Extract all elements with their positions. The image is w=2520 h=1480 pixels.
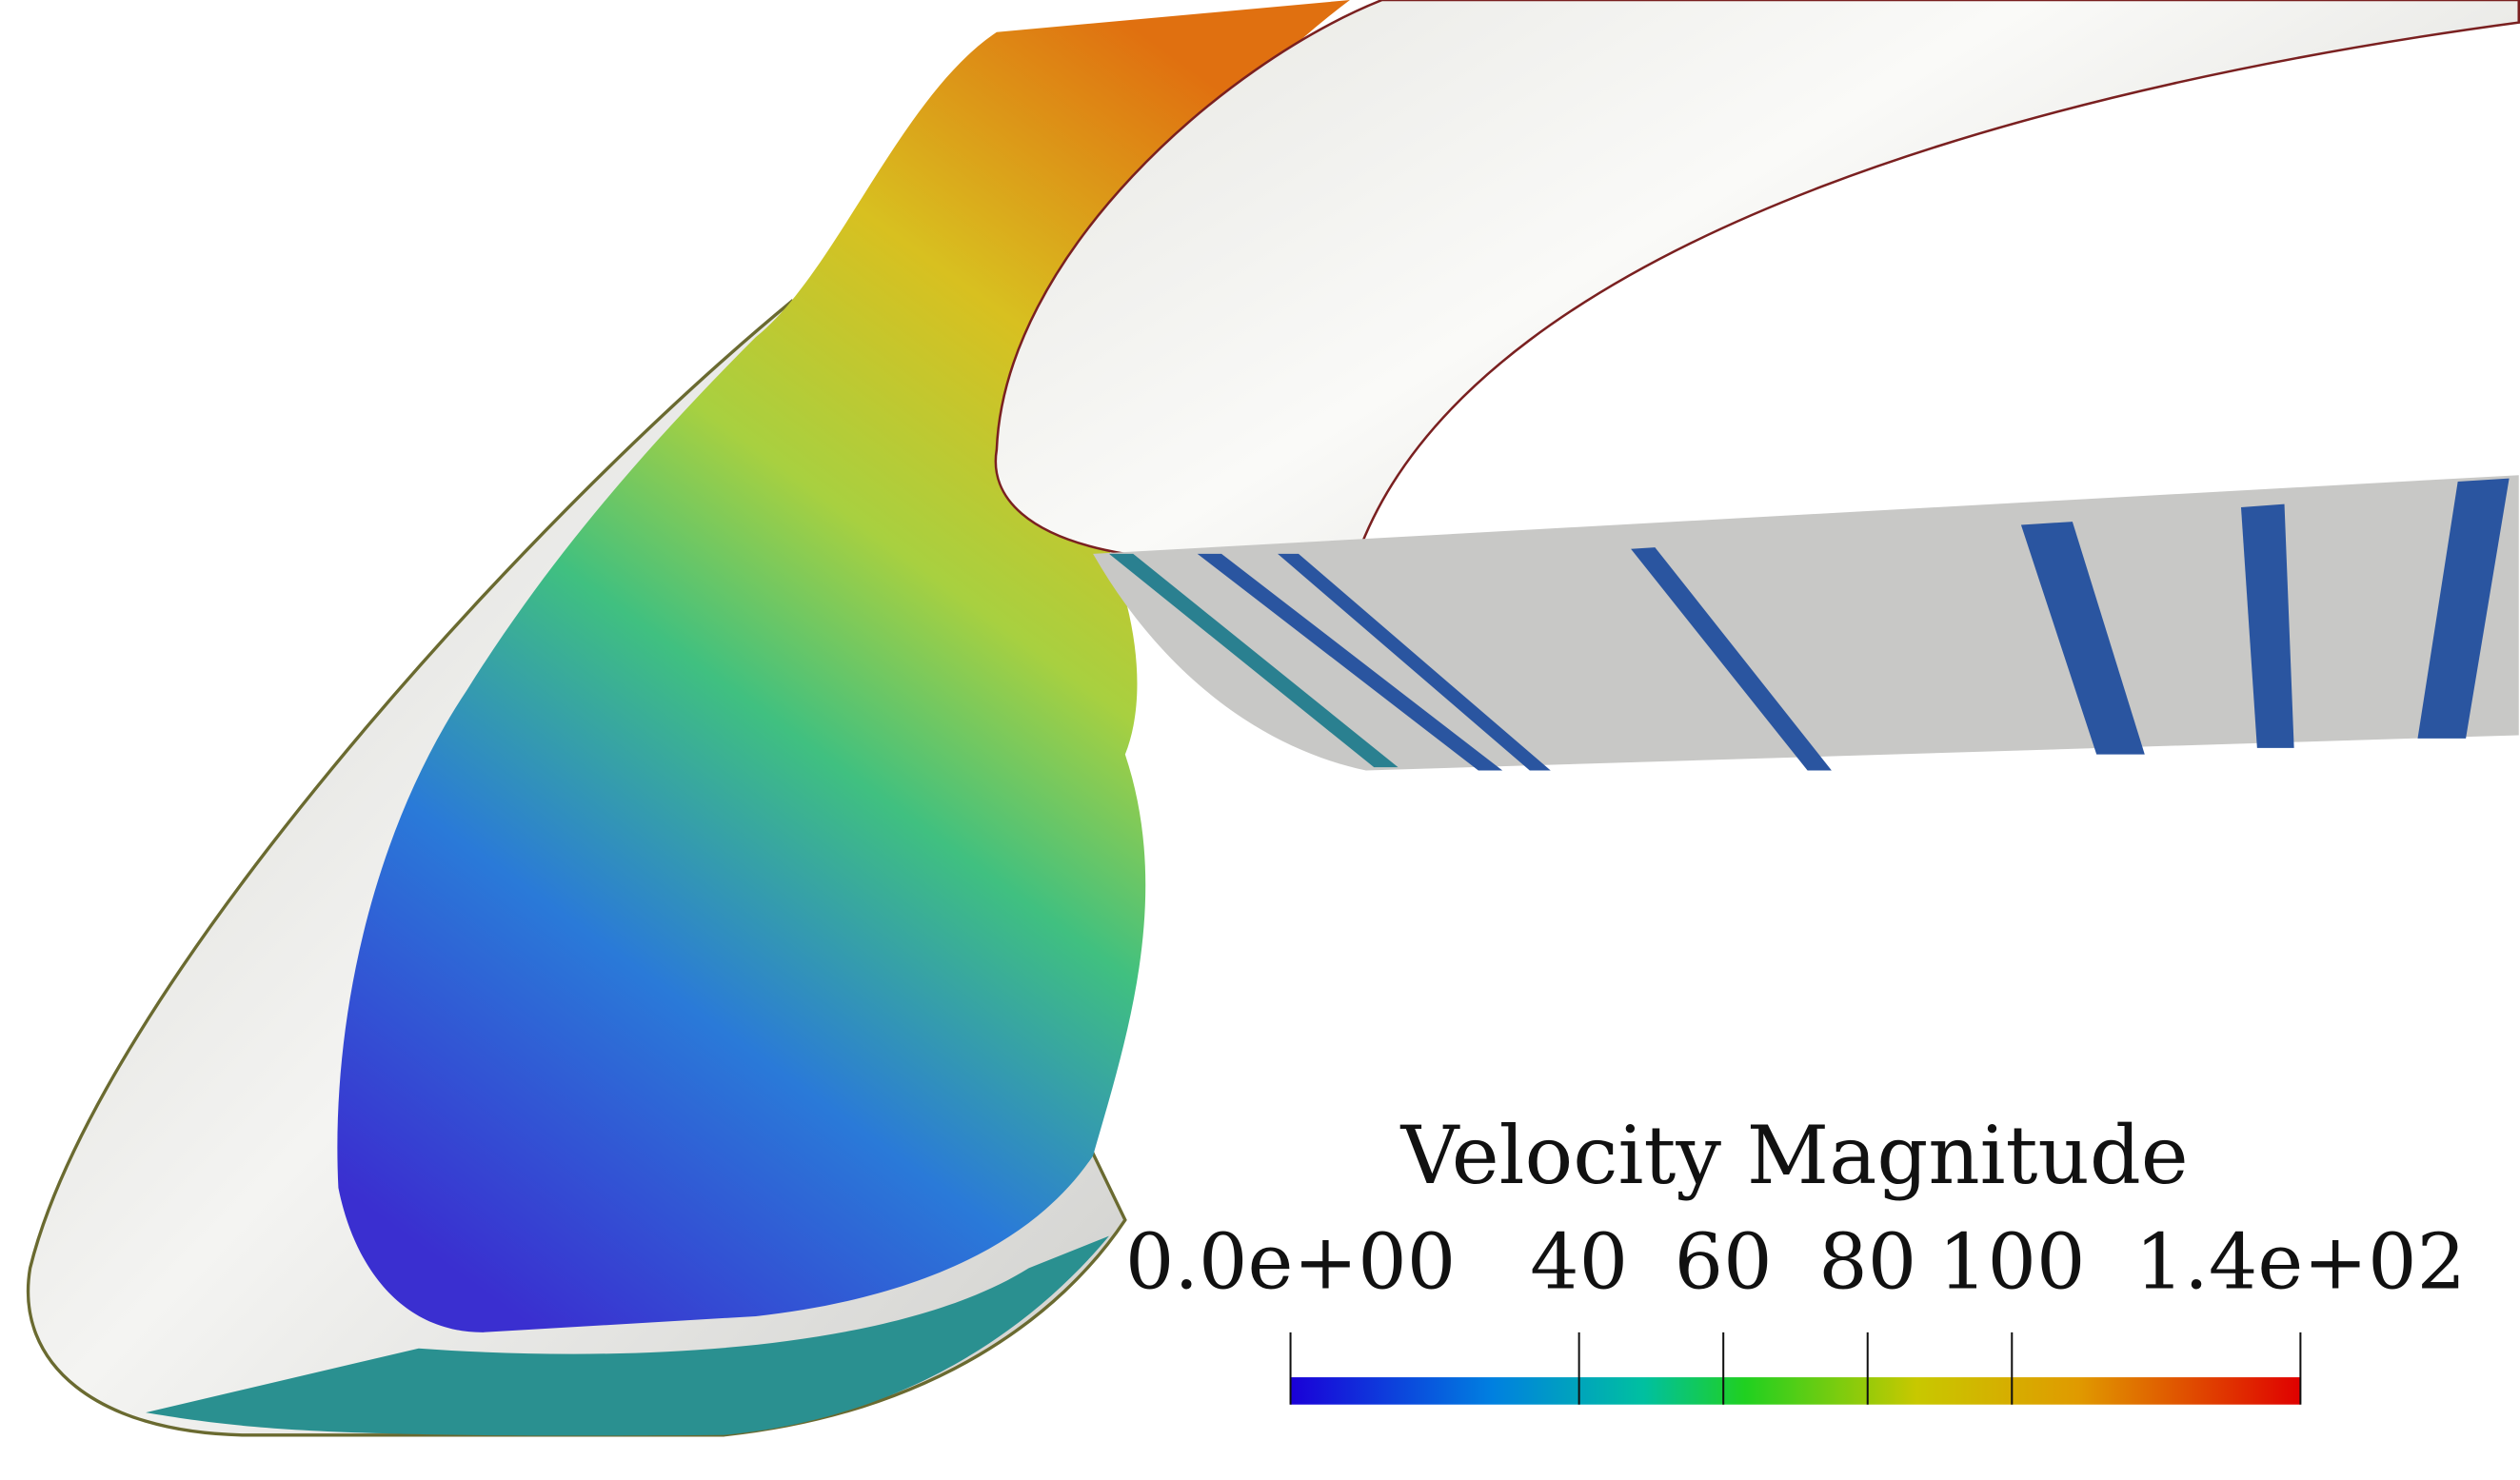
nacelle-base bbox=[146, 1235, 1109, 1436]
colorbar-title: Velocity Magnitude bbox=[1400, 1109, 2189, 1202]
colorbar-tick-label: 0.0e+00 bbox=[1125, 1217, 1456, 1307]
colorbar-tick-label: 80 bbox=[1818, 1217, 1916, 1307]
colorbar: 0.0e+00 40 60 80 100 1.4e+02 bbox=[1125, 1217, 2466, 1405]
wing-upper bbox=[994, 0, 2520, 556]
vortex-structures bbox=[337, 0, 1350, 1332]
colorbar-gradient bbox=[1290, 1377, 2301, 1405]
colorbar-tick-label: 60 bbox=[1675, 1217, 1773, 1307]
surface-stripes bbox=[1108, 478, 2510, 771]
colorbar-tick-label: 100 bbox=[1938, 1217, 2085, 1307]
colorbar-tick-label: 40 bbox=[1530, 1217, 1628, 1307]
colorbar-tick-label: 1.4e+02 bbox=[2135, 1217, 2466, 1307]
